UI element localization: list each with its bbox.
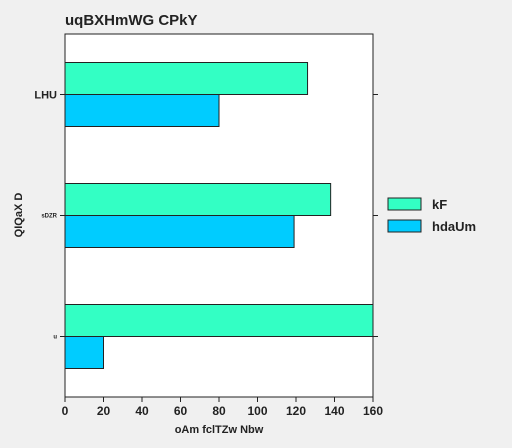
bar-hdaUm-u	[64, 336, 104, 369]
x-tick-label: 20	[97, 404, 111, 418]
bar-kF-LHU	[64, 62, 309, 95]
legend: kF hdaUm	[387, 197, 476, 234]
x-tick-label: 0	[62, 404, 69, 418]
legend-label-kF: kF	[432, 197, 447, 212]
bar-kF-u	[64, 304, 374, 337]
legend-label-hdaUm: hdaUm	[432, 219, 476, 234]
bar-hdaUm-LHU	[64, 94, 220, 127]
x-tick-label: 80	[212, 404, 226, 418]
bar-kF-sDZR	[64, 183, 332, 216]
x-axis-title: oAm fclTZw Nbw	[175, 424, 264, 436]
y-tick-label: LHU	[34, 89, 57, 101]
y-tick-label: sDZR	[41, 214, 57, 220]
chart-title: uqBXHmWG CPkY	[65, 12, 198, 29]
legend-swatch-hdaUm	[387, 219, 422, 233]
x-tick-label: 120	[286, 404, 306, 418]
x-tick-label: 60	[174, 404, 188, 418]
x-tick-label: 100	[247, 404, 267, 418]
bar-hdaUm-sDZR	[64, 215, 295, 248]
x-tick-label: 140	[324, 404, 344, 418]
x-tick-label: 160	[363, 404, 383, 418]
y-axis: LHU sDZR u	[34, 89, 378, 341]
x-axis: 0 20 40 60 80 100 120 140 160	[62, 397, 383, 418]
y-tick-label: u	[53, 335, 57, 341]
x-tick-label: 40	[135, 404, 149, 418]
bars-group	[64, 62, 374, 369]
y-axis-title: QIQaX D	[13, 193, 25, 238]
legend-swatch-kF	[387, 197, 422, 211]
